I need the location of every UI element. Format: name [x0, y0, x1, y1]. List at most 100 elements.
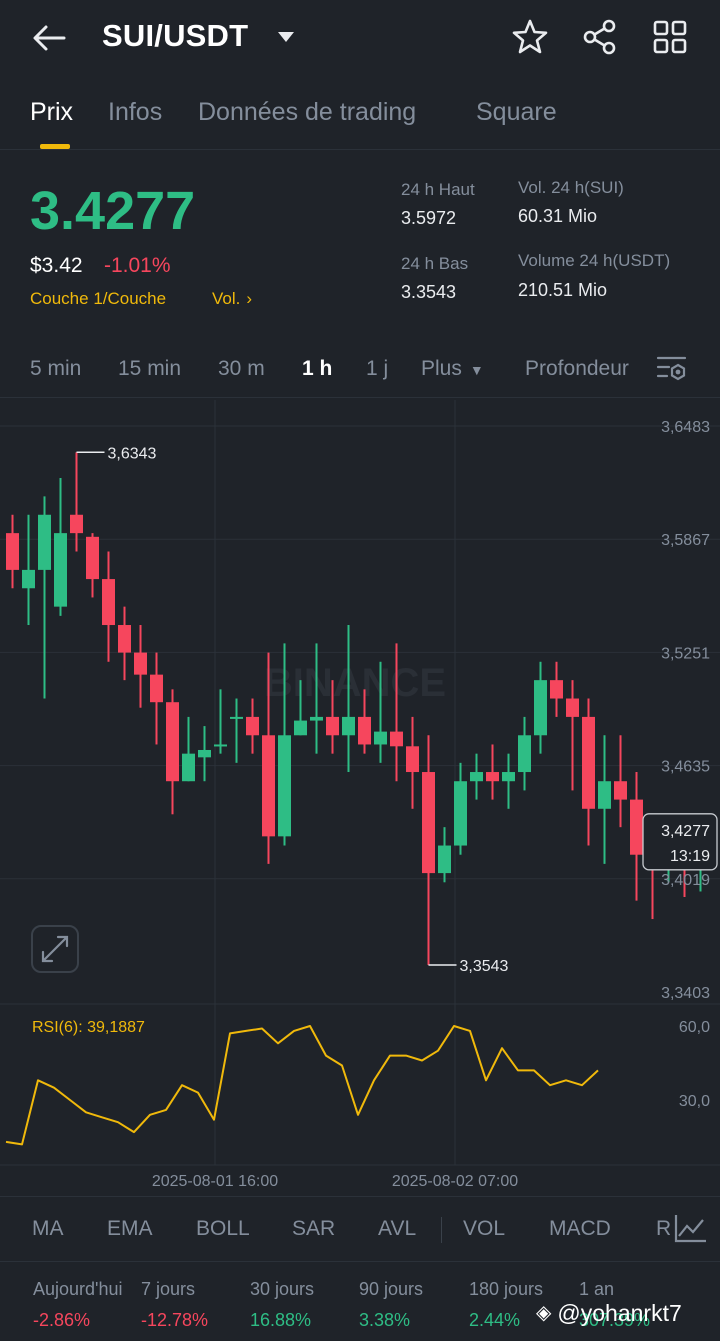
perf-label-180d: 180 jours: [469, 1279, 544, 1299]
candle-body: [166, 702, 179, 782]
candle-body: [262, 735, 275, 837]
candle-body: [454, 781, 467, 846]
perf-label-1y: 1 an: [579, 1279, 615, 1299]
last-price-tag-value: 3,4277: [661, 823, 710, 840]
indicator-divider: [441, 1217, 442, 1243]
usd-price: $3.42: [30, 254, 83, 277]
candle-body: [470, 772, 483, 782]
interval-5min[interactable]: 5 min: [30, 357, 82, 380]
y-tick-label: 3,4019: [661, 872, 710, 889]
candle-body: [86, 536, 99, 580]
interval-profondeur[interactable]: Profondeur: [525, 357, 629, 380]
indicator-boll[interactable]: BOLL: [196, 1217, 250, 1240]
vol-link[interactable]: Vol. ›: [212, 289, 252, 309]
candle-body: [230, 716, 243, 719]
perf-value-90d: 3.38%: [359, 1310, 411, 1330]
vol-quote-label: Volume 24 h(USDT): [518, 251, 671, 270]
candle-body: [102, 579, 115, 626]
chart-settings-icon[interactable]: [655, 354, 689, 384]
candle-body: [406, 746, 419, 773]
candle-body: [502, 772, 515, 782]
tab-donnees-trading[interactable]: Données de trading: [198, 98, 417, 126]
indicator-avl[interactable]: AVL: [378, 1217, 417, 1240]
back-arrow-icon[interactable]: [28, 18, 72, 58]
candle-body: [54, 533, 67, 607]
tab-square[interactable]: Square: [476, 98, 557, 126]
candle-body: [438, 845, 451, 874]
candle-body: [134, 652, 147, 675]
expand-icon[interactable]: [31, 925, 79, 973]
rsi-panel: RSI(6): 39,1887 60,0 30,0: [5, 1019, 710, 1146]
candle-body: [486, 772, 499, 782]
candle-body: [22, 569, 35, 589]
candle-body: [390, 731, 403, 747]
grid-icon[interactable]: [650, 17, 690, 57]
interval-30m[interactable]: 30 m: [218, 357, 265, 380]
interval-bar: 5 min 15 min 30 m 1 h 1 j Plus ▼ Profonde…: [0, 340, 720, 398]
low-marker-label: 3,3543: [460, 958, 509, 975]
candle-body: [6, 533, 19, 570]
candle-body: [630, 799, 643, 855]
candle-body: [358, 716, 371, 745]
star-icon[interactable]: [510, 17, 550, 57]
candle-body: [182, 753, 195, 782]
low-value: 3.3543: [401, 282, 457, 302]
candle-body: [294, 720, 307, 736]
y-tick-label: 3,5867: [661, 532, 710, 549]
candle-body: [582, 716, 595, 809]
tab-prix[interactable]: Prix: [30, 98, 74, 126]
rsi-y-tick: 30,0: [679, 1093, 710, 1110]
candle-body: [118, 625, 131, 653]
interval-15min[interactable]: 15 min: [118, 357, 182, 380]
candle-countdown: 13:19: [670, 848, 710, 865]
category-link[interactable]: Couche 1/Couche: [30, 289, 167, 308]
chevron-right-icon: ›: [246, 289, 253, 308]
price-chart[interactable]: BINANCE 3,64833,58673,52513,46353,40193,…: [0, 400, 720, 1194]
interval-plus-label: Plus: [421, 357, 462, 380]
rsi-line: [5, 1025, 599, 1146]
perf-value-7d: -12.78%: [141, 1310, 209, 1330]
chart-grid: [0, 400, 720, 1166]
high-label: 24 h Haut: [401, 180, 475, 199]
low-label: 24 h Bas: [401, 254, 469, 273]
interval-1h[interactable]: 1 h: [302, 357, 333, 380]
y-tick-label: 3,5251: [661, 645, 710, 662]
indicator-macd[interactable]: MACD: [549, 1217, 611, 1240]
rsi-y-tick: 60,0: [679, 1019, 710, 1036]
last-price: 3.4277: [30, 181, 196, 241]
candle-body: [198, 749, 211, 758]
y-tick-label: 3,3403: [661, 985, 710, 1002]
tab-infos[interactable]: Infos: [108, 98, 163, 126]
candle-body: [310, 716, 323, 721]
candle-body: [342, 716, 355, 736]
candle-body: [518, 735, 531, 773]
price-markers: 3,6343 3,3543 3,4277 13:19: [76, 445, 718, 975]
interval-1j[interactable]: 1 j: [366, 357, 389, 380]
indicator-tabs: MA EMA BOLL SAR AVL VOL MACD R: [0, 1196, 720, 1262]
caret-down-icon: ▼: [469, 362, 484, 378]
y-tick-label: 3,6483: [661, 419, 710, 436]
interval-plus[interactable]: Plus ▼: [421, 357, 484, 381]
indicator-ema[interactable]: EMA: [107, 1217, 153, 1240]
indicator-settings-icon[interactable]: [670, 1211, 712, 1247]
indicator-ma[interactable]: MA: [32, 1217, 64, 1240]
active-tab-indicator: [40, 144, 70, 149]
vol-base-label: Vol. 24 h(SUI): [518, 178, 624, 197]
candle-body: [422, 772, 435, 874]
rsi-label: RSI(6): 39,1887: [32, 1019, 145, 1036]
high-value: 3.5972: [401, 208, 457, 228]
user-watermark: ◈ @yohanrkt7: [536, 1300, 682, 1327]
x-tick-label: 2025-08-02 07:00: [392, 1173, 518, 1190]
indicator-sar[interactable]: SAR: [292, 1217, 336, 1240]
perf-value-today: -2.86%: [33, 1310, 91, 1330]
header: SUI/USDT: [0, 0, 720, 78]
price-change: -1.01%: [104, 254, 171, 277]
indicator-rsi[interactable]: R: [656, 1217, 672, 1240]
candles-group: [6, 452, 707, 965]
candle-body: [598, 781, 611, 809]
indicator-vol[interactable]: VOL: [463, 1217, 506, 1240]
share-icon[interactable]: [580, 17, 620, 57]
pair-title[interactable]: SUI/USDT: [102, 18, 249, 53]
perf-value-180d: 2.44%: [469, 1310, 521, 1330]
chevron-down-icon[interactable]: [276, 30, 296, 44]
